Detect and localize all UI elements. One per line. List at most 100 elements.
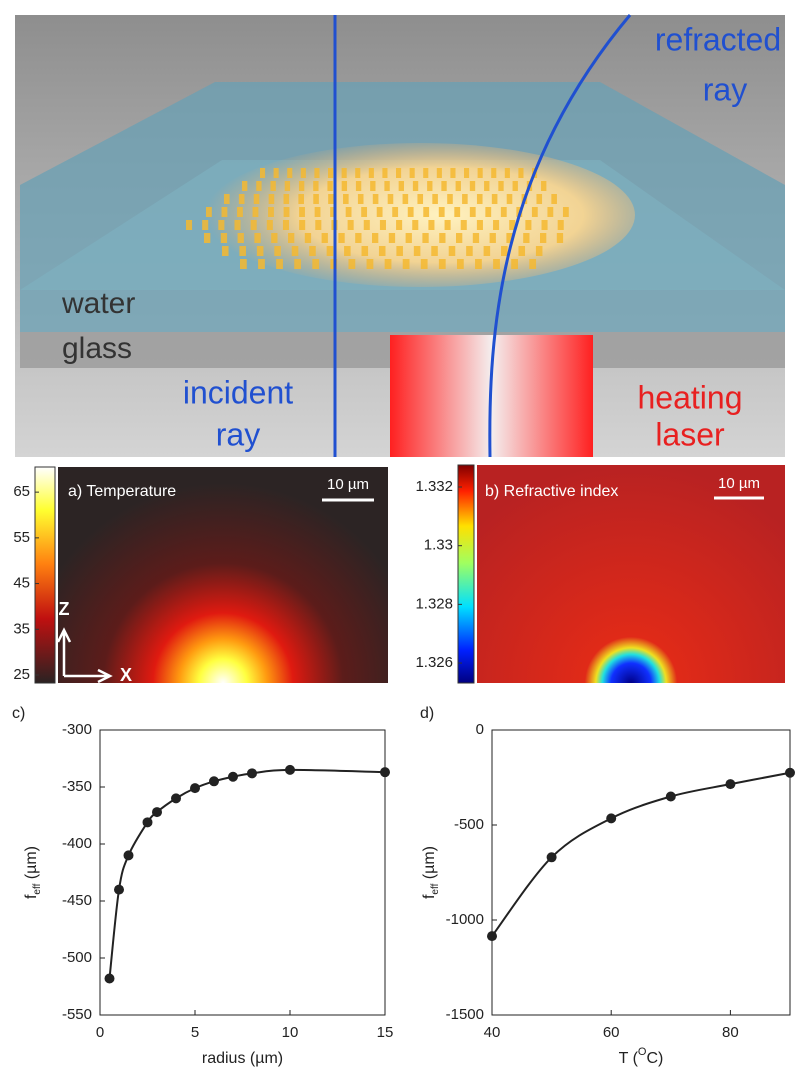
- nanostructure: [421, 259, 428, 269]
- axes-box: [492, 730, 790, 1015]
- illustration: water glass incident ray heating laser r…: [15, 15, 785, 457]
- nanostructure: [389, 233, 395, 243]
- nanostructure: [309, 246, 316, 256]
- x-axis-label-part: T (: [619, 1050, 639, 1067]
- nanostructure: [287, 168, 292, 178]
- nanostructure: [428, 220, 434, 230]
- nanostructure: [536, 194, 542, 204]
- nanostructure: [355, 168, 360, 178]
- nanostructure: [305, 233, 311, 243]
- nanostructure: [529, 259, 536, 269]
- colorbar-tick-label: 1.328: [415, 595, 453, 612]
- label-heating: laser: [655, 416, 725, 452]
- map-label: a) Temperature: [68, 483, 176, 500]
- nanostructure: [260, 168, 265, 178]
- y-axis-label: feff (µm): [23, 846, 42, 899]
- nanostructure: [356, 181, 361, 191]
- colorbar-tick-label: 1.332: [415, 478, 453, 495]
- nanostructure: [301, 168, 306, 178]
- nanostructure: [396, 220, 402, 230]
- nanostructure: [256, 181, 261, 191]
- nanostructure: [478, 168, 483, 178]
- nanostructure: [242, 181, 247, 191]
- nanostructure: [541, 181, 546, 191]
- nanostructure: [456, 181, 461, 191]
- marker: [380, 767, 390, 777]
- marker: [487, 931, 497, 941]
- nanostructure: [369, 168, 374, 178]
- nanostructure: [299, 181, 304, 191]
- y-tick-label: -300: [62, 721, 92, 738]
- nanostructure: [536, 246, 543, 256]
- y-axis-label-sub: eff: [430, 883, 441, 894]
- nanostructure: [523, 233, 529, 243]
- colorbar: [35, 467, 55, 683]
- nanostructure: [292, 246, 299, 256]
- marker: [171, 793, 181, 803]
- nanostructure: [449, 246, 456, 256]
- nanostructure: [327, 246, 334, 256]
- y-tick-label: -1000: [446, 911, 484, 928]
- nanostructure: [202, 220, 208, 230]
- nanostructure: [253, 207, 259, 217]
- nanostructure: [518, 168, 523, 178]
- colorbar-tick-label: 1.326: [415, 654, 453, 671]
- nanostructure: [511, 259, 518, 269]
- nanostructure: [204, 233, 210, 243]
- y-tick-label: 0: [476, 721, 484, 738]
- x-axis-label: T (OC): [619, 1046, 664, 1067]
- nanostructure: [470, 181, 475, 191]
- nanostructure: [551, 194, 557, 204]
- nanostructure: [423, 168, 428, 178]
- nanostructure: [392, 207, 398, 217]
- label-refracted: ray: [703, 71, 747, 107]
- colorbar: [458, 465, 474, 683]
- nanostructure: [441, 181, 446, 191]
- nanostructure: [222, 207, 228, 217]
- nanostructure: [328, 168, 333, 178]
- x-tick-label: 5: [191, 1024, 199, 1041]
- nanostructure: [362, 246, 369, 256]
- nanostructure: [513, 181, 518, 191]
- nanostructure: [406, 233, 412, 243]
- nanostructure: [427, 181, 432, 191]
- nanostructure: [364, 220, 370, 230]
- nanostructure: [237, 207, 243, 217]
- nanostructure: [501, 246, 508, 256]
- nanostructure: [294, 259, 301, 269]
- nanostructure: [445, 220, 451, 230]
- nanostructure: [322, 233, 328, 243]
- nanostructure: [379, 246, 386, 256]
- nanostructure: [254, 194, 260, 204]
- map-label: b) Refractive index: [485, 483, 618, 500]
- nanostructure: [274, 246, 281, 256]
- x-tick-label: 80: [722, 1024, 739, 1041]
- nanostructure: [299, 207, 305, 217]
- line: [110, 770, 386, 979]
- marker: [190, 783, 200, 793]
- nanostructure: [224, 194, 230, 204]
- marker: [124, 850, 134, 860]
- y-tick-label: -350: [62, 778, 92, 795]
- nanostructure: [313, 181, 318, 191]
- nanostructure: [342, 181, 347, 191]
- nanostructure: [477, 220, 483, 230]
- y-tick-label: -1500: [446, 1006, 484, 1023]
- nanostructure: [276, 259, 283, 269]
- nanostructure: [327, 181, 332, 191]
- nanostructure: [271, 233, 277, 243]
- axis-z: Z: [59, 599, 70, 619]
- nanostructure: [328, 194, 334, 204]
- scale-bar-label: 10 µm: [327, 476, 369, 493]
- nanostructure: [348, 220, 354, 230]
- nanostructure: [462, 194, 468, 204]
- nanostructure: [491, 168, 496, 178]
- nanostructure: [342, 168, 347, 178]
- nanostructure: [373, 194, 379, 204]
- x-tick-label: 15: [377, 1024, 394, 1041]
- colorbar-tick-label: 55: [13, 529, 30, 546]
- nanostructure: [399, 181, 404, 191]
- label-refracted: refracted: [655, 21, 781, 57]
- marker: [152, 807, 162, 817]
- nanostructure: [464, 168, 469, 178]
